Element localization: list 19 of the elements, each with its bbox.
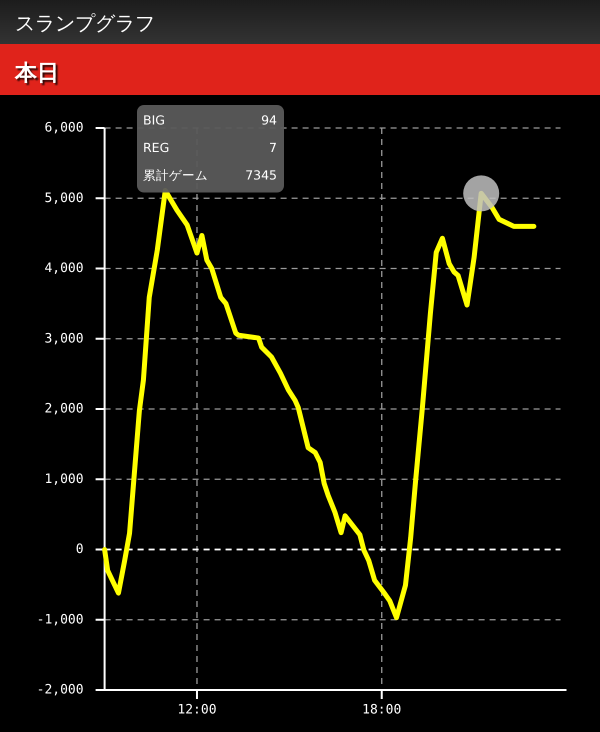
annotation: REG	[143, 140, 170, 155]
annotation: 94	[261, 112, 277, 128]
x-tick-label: 18:00	[362, 702, 402, 718]
annotation: 7	[269, 140, 277, 155]
x-tick-label: 12:00	[177, 702, 217, 718]
y-tick-label: 3,000	[44, 331, 84, 346]
y-tick-label: 2,000	[44, 402, 84, 416]
annotation: 累計ゲーム	[143, 168, 208, 182]
chart-title: スランプグラフ	[15, 11, 155, 35]
y-tick-label: 6,000	[44, 120, 84, 136]
chart-subtitle: 本日	[15, 61, 59, 86]
y-tick-label: 1,000	[44, 472, 84, 487]
annotation: 7345	[245, 168, 277, 182]
y-tick-label: -2,000	[36, 682, 84, 698]
y-tick-label: 4,000	[44, 261, 84, 276]
y-tick-label: -1,000	[36, 612, 84, 628]
annotation: BIG	[143, 112, 165, 128]
y-tick-label: 0	[76, 542, 84, 557]
y-tick-label: 5,000	[44, 190, 84, 206]
